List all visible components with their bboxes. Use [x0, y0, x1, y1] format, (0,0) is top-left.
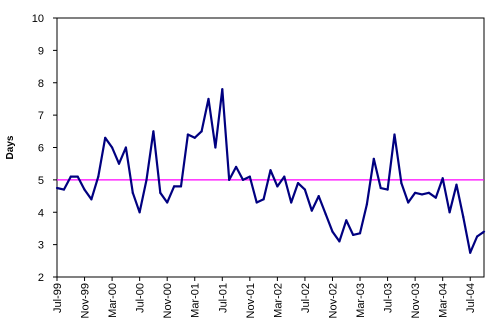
series-layer [55, 88, 486, 254]
data-point [104, 136, 107, 139]
data-point [269, 169, 272, 172]
data-point [145, 178, 148, 181]
data-point [400, 182, 403, 185]
data-point [131, 191, 134, 194]
x-axis: Jul-99 Nov-99 Mar-00 Jul-00 Nov-00 Mar-01 Jul-… [52, 277, 477, 318]
data-point [76, 175, 79, 178]
y-tick-label: 9 [38, 45, 44, 57]
data-point [441, 177, 444, 180]
plot-border [56, 17, 485, 278]
x-tick-label: Mar-00 [107, 283, 119, 318]
data-point [345, 219, 348, 222]
x-tick-label: Mar-02 [272, 283, 284, 318]
data-point [331, 230, 334, 233]
data-point [393, 133, 396, 136]
x-tick-label: Mar-01 [190, 283, 202, 318]
y-tick-label: 4 [38, 207, 44, 219]
data-point [124, 146, 127, 149]
data-point [172, 185, 176, 188]
data-point [462, 216, 465, 219]
y-tick-label: 8 [38, 78, 44, 90]
x-tick-label: Nov-01 [245, 283, 257, 318]
data-point [117, 162, 121, 165]
data-point [97, 175, 100, 178]
data-point [255, 201, 258, 204]
data-point [55, 186, 59, 190]
data-point [193, 136, 196, 139]
data-point [159, 191, 162, 194]
x-tick-label: Nov-99 [80, 283, 92, 318]
data-point [228, 178, 231, 181]
x-tick-label: Nov-03 [410, 283, 422, 318]
data-point [482, 230, 486, 233]
x-tick-label: Jul-00 [135, 283, 147, 313]
data-point [338, 240, 341, 243]
data-point [469, 251, 472, 254]
data-point [152, 130, 155, 133]
data-point [234, 165, 238, 169]
data-point [365, 203, 369, 206]
data-point [179, 185, 183, 188]
data-point [69, 175, 72, 178]
data-point [90, 198, 93, 201]
x-tick-label: Jul-99 [52, 283, 64, 313]
data-point [448, 211, 451, 214]
y-tick-label: 7 [38, 110, 44, 122]
data-point [379, 186, 382, 190]
x-tick-label: Jul-04 [465, 283, 477, 313]
y-tick-label: 10 [32, 13, 44, 25]
data-point [83, 188, 86, 191]
data-point [283, 175, 286, 178]
data-point [276, 185, 279, 188]
y-axis-title: Days [5, 135, 16, 159]
data-point [296, 182, 300, 185]
x-tick-label: Nov-00 [162, 283, 174, 318]
y-axis: 2 3 4 5 6 7 8 9 10 [32, 13, 57, 284]
data-point [290, 201, 293, 204]
data-point [372, 157, 375, 160]
data-point [434, 196, 437, 199]
data-point [358, 232, 362, 235]
data-point [207, 97, 210, 101]
x-tick-label: Nov-02 [327, 283, 339, 318]
y-tick-label: 2 [38, 272, 44, 284]
data-point [407, 201, 410, 204]
y-tick-label: 6 [38, 143, 44, 155]
data-point [200, 130, 203, 133]
data-point [352, 233, 355, 237]
data-point [427, 191, 431, 194]
x-tick-label: Jul-01 [217, 283, 229, 313]
data-point [186, 133, 189, 136]
data-point [414, 191, 417, 194]
y-tick-label: 5 [38, 175, 44, 187]
x-tick-label: Jul-02 [300, 283, 312, 313]
data-point [317, 194, 320, 198]
data-point [386, 188, 389, 191]
data-point [476, 235, 479, 238]
data-point [214, 146, 217, 149]
x-tick-label: Mar-03 [355, 283, 367, 318]
data-point [310, 209, 313, 212]
data-point [62, 188, 65, 191]
data-point [455, 183, 458, 186]
data-point [138, 211, 141, 214]
data-point [303, 188, 307, 191]
y-tick-label: 3 [38, 240, 44, 252]
data-point [166, 201, 169, 204]
data-point [248, 175, 251, 178]
data-point [221, 88, 224, 91]
x-tick-label: Mar-04 [438, 283, 450, 318]
data-point [324, 212, 327, 215]
data-point [110, 146, 114, 149]
data-point [262, 198, 265, 201]
data-point [241, 178, 245, 181]
plot-area [56, 17, 485, 278]
data-point [420, 193, 424, 196]
x-tick-label: Jul-03 [383, 283, 395, 313]
